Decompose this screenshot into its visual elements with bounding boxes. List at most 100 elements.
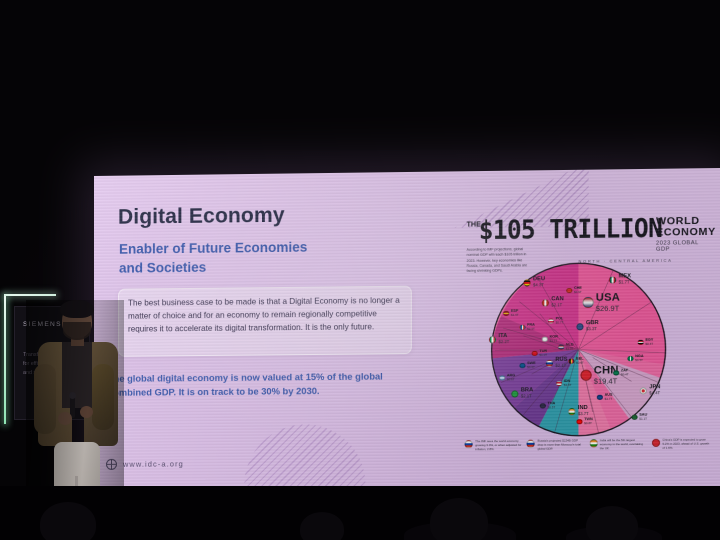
legend-item: India will be the 5th largest economy in… <box>589 438 646 451</box>
pie-label-bel: BEL $0.6T <box>568 357 584 365</box>
southafrica-flag-icon <box>613 370 619 376</box>
pie-label-usa-code: USA <box>595 291 621 304</box>
pie-label-gbr: GBR $3.3T <box>576 320 599 332</box>
pie-label-pol-value: $0.7T <box>555 320 564 325</box>
legend-item: The IMF sees the world economy growing 3… <box>464 439 522 452</box>
nigeria-flag-icon <box>627 355 634 362</box>
belgium-flag-icon <box>568 358 574 365</box>
italy-flag-icon <box>488 335 497 344</box>
pie-label-ind-value: $3.7T <box>577 411 589 417</box>
france-flag-icon <box>519 324 526 331</box>
brazil-flag-icon <box>511 389 519 398</box>
audience-head <box>40 502 96 540</box>
pie-label-ita-value: $2.2T <box>498 339 510 345</box>
pie-label-swe-value: $0.6T <box>527 365 535 370</box>
pie-label-che: CHE $0.9T <box>566 286 582 295</box>
microphone-head <box>69 392 76 399</box>
egypt-flag-icon <box>637 339 644 346</box>
infographic: THE $105 TRILLION WORLD ECONOMY 2023 GLO… <box>464 213 716 466</box>
germany-flag-icon <box>523 278 531 287</box>
pie-label-mex-value: $1.7T <box>618 279 630 285</box>
pie-label-rus: RUS $2.1T <box>545 357 567 369</box>
infographic-amount: $105 TRILLION <box>478 213 663 246</box>
pie-label-chn-value: $19.4T <box>593 376 618 386</box>
speaker-hand-left <box>58 412 72 425</box>
legend-text-2: Russia's projected $134B GDP drop is mor… <box>537 438 581 452</box>
audience-head <box>300 512 344 540</box>
pie-chart: USA $26.9T CHN $19.4T JPN $4.4T DEU $4.3T <box>479 260 679 440</box>
pie-label-che-value: $0.9T <box>573 290 582 295</box>
pie-label-nga-value: $0.5T <box>635 358 644 363</box>
switzerland-flag-icon <box>566 287 572 294</box>
pie-label-arg: ARG $0.6T <box>499 373 515 382</box>
pie-label-nld: NLD $1.0T <box>558 343 574 351</box>
pie-label-pol: POL $0.7T <box>547 316 564 325</box>
russia-flag-icon <box>545 359 554 367</box>
pie-slices <box>491 262 659 434</box>
legend-text-3: India will be the 5th largest economy in… <box>599 437 644 451</box>
pie-label-jpn-value: $4.4T <box>649 390 661 396</box>
infographic-economy-label: ECONOMY <box>656 225 716 239</box>
pie-label-ita: ITA $2.2T <box>488 333 510 345</box>
speaker-hair <box>60 300 94 318</box>
mexico-flag-icon <box>609 275 617 284</box>
legend-flag-icon-4 <box>651 438 660 447</box>
pie-label-fra: FRA $2.9T <box>519 323 535 331</box>
page-title: Digital Economy <box>118 203 285 229</box>
neon-accent-horizontal <box>4 294 56 296</box>
pie-label-tur: TUR $1.0T <box>531 349 548 358</box>
speaker-hand-right <box>80 406 93 418</box>
pie-label-zaf: ZAF $0.4T <box>613 368 629 377</box>
legend-flag-icon-1 <box>464 439 473 448</box>
pie-label-aus-value: $1.7T <box>604 396 613 401</box>
slide-canvas: Digital Economy Enabler of Future Econom… <box>94 167 720 494</box>
projection-screen: Digital Economy Enabler of Future Econom… <box>94 167 720 494</box>
pie-label-deu: DEU $4.3T <box>523 276 545 288</box>
pie-label-egy: EGY $0.4T <box>637 338 653 346</box>
pie-label-mex: MEX $1.7T <box>609 273 631 285</box>
pie-label-esp: ESP $1.4T <box>503 309 519 317</box>
spain-flag-icon <box>503 310 509 317</box>
pie-label-bel-value: $0.6T <box>575 360 584 365</box>
audience-head <box>430 498 488 540</box>
pie-label-rus-value: $2.1T <box>555 362 567 369</box>
pie-label-ind: IND $3.7T <box>568 405 589 417</box>
pie-label-arg-value: $0.6T <box>506 377 515 382</box>
pie-label-deu-value: $4.3T <box>533 282 544 288</box>
korea-flag-icon <box>541 336 548 343</box>
audience-foreground <box>0 486 720 540</box>
legend-item: China's GDP is expected to grow 5.2% in … <box>651 437 710 451</box>
pie-label-aus: AUS $1.7T <box>596 393 613 401</box>
pie-label-usa-value: $26.9T <box>595 303 620 314</box>
pie-label-bra: BRA $2.1T <box>511 387 533 399</box>
pie-label-idn-value: $1.4T <box>563 383 572 388</box>
pie-label-nld-value: $1.0T <box>565 346 574 351</box>
pie-label-tha: THA $0.5T <box>539 401 555 409</box>
pie-label-twn-value: $0.8T <box>584 421 592 426</box>
saudi-flag-icon <box>631 414 638 421</box>
thailand-flag-icon <box>539 403 546 409</box>
infographic-subtitle: 2023 GLOBAL GDP <box>656 240 699 253</box>
slide-subtitle: Enabler of Future Economies and Societie… <box>119 239 308 276</box>
pie-label-kor-value: $1.7T <box>549 338 558 343</box>
speaker-beard <box>63 322 91 340</box>
speaker-arm-left <box>34 364 56 434</box>
audience-head <box>586 506 638 540</box>
diagonal-hatch-circle-decoration <box>244 423 366 494</box>
poland-flag-icon <box>547 318 554 324</box>
canada-flag-icon <box>541 298 550 307</box>
legend-text-4: China's GDP is expected to grow 5.2% in … <box>662 437 710 451</box>
indonesia-flag-icon <box>556 380 562 387</box>
footer-url: www.idc-a.org <box>123 459 184 469</box>
infographic-legend: The IMF sees the world economy growing 3… <box>464 437 710 452</box>
china-flag-icon <box>580 369 592 382</box>
pie-label-esp-value: $1.4T <box>510 312 519 317</box>
pie-label-tur-value: $1.0T <box>539 352 548 358</box>
pie-label-twn: TWN $0.8T <box>576 417 593 426</box>
japan-flag-icon <box>639 386 648 395</box>
legend-item: Russia's projected $134B GDP drop is mor… <box>526 438 584 452</box>
turkey-flag-icon <box>531 350 538 357</box>
india-flag-icon <box>568 407 576 416</box>
pie-label-swe: SWE $0.6T <box>519 361 536 370</box>
